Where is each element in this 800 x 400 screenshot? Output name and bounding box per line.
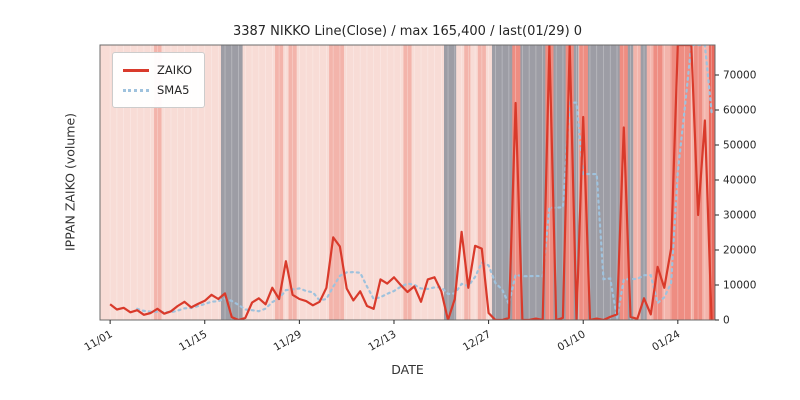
- background-band: [545, 45, 554, 320]
- y-tick-label: 10000: [723, 280, 756, 292]
- zaiko-line: [109, 45, 713, 320]
- plot-frame: [99, 44, 716, 321]
- legend-label-zaiko: ZAIKO: [157, 63, 193, 77]
- x-tick-label: 01/10: [556, 328, 588, 354]
- background-band: [443, 45, 457, 320]
- background-band: [565, 45, 574, 320]
- background-band: [275, 45, 284, 320]
- y-tick-label: 40000: [723, 175, 756, 187]
- background-band: [619, 45, 628, 320]
- legend-item-sma5: SMA5: [123, 80, 192, 100]
- x-axis-label: DATE: [391, 362, 424, 377]
- background-band: [653, 45, 663, 320]
- legend: ZAIKO SMA5: [112, 52, 206, 108]
- background-band: [403, 45, 412, 320]
- y-tick-label: 70000: [723, 70, 756, 82]
- y-tick-label: 20000: [723, 245, 756, 257]
- background-band: [154, 45, 162, 320]
- x-tick-label: 12/13: [366, 328, 398, 354]
- legend-label-sma5: SMA5: [157, 83, 190, 97]
- background-band: [640, 45, 647, 320]
- background-band: [708, 45, 715, 320]
- background-band: [288, 45, 297, 320]
- background-band: [329, 45, 344, 320]
- y-tick-label: 0: [723, 315, 730, 327]
- sma5-line: [136, 45, 713, 319]
- y-tick-label: 60000: [723, 105, 756, 117]
- background-band: [220, 45, 243, 320]
- background-band: [512, 45, 521, 320]
- background-band: [694, 45, 703, 320]
- legend-item-zaiko: ZAIKO: [123, 60, 192, 80]
- x-tick-label: 01/24: [650, 328, 682, 354]
- chart-title: 3387 NIKKO Line(Close) / max 165,400 / l…: [232, 24, 583, 39]
- x-tick-label: 11/01: [82, 328, 114, 354]
- background-band: [464, 45, 471, 320]
- zaiko-line-swatch: [123, 68, 149, 72]
- background-band: [579, 45, 588, 320]
- x-tick-label: 11/15: [177, 328, 209, 354]
- x-tick-label: 11/29: [272, 328, 304, 354]
- sma5-line-swatch: [123, 88, 149, 92]
- y-tick-label: 50000: [723, 140, 756, 152]
- background-band: [477, 45, 486, 320]
- x-tick-label: 12/27: [461, 328, 493, 354]
- y-tick-label: 30000: [723, 210, 756, 222]
